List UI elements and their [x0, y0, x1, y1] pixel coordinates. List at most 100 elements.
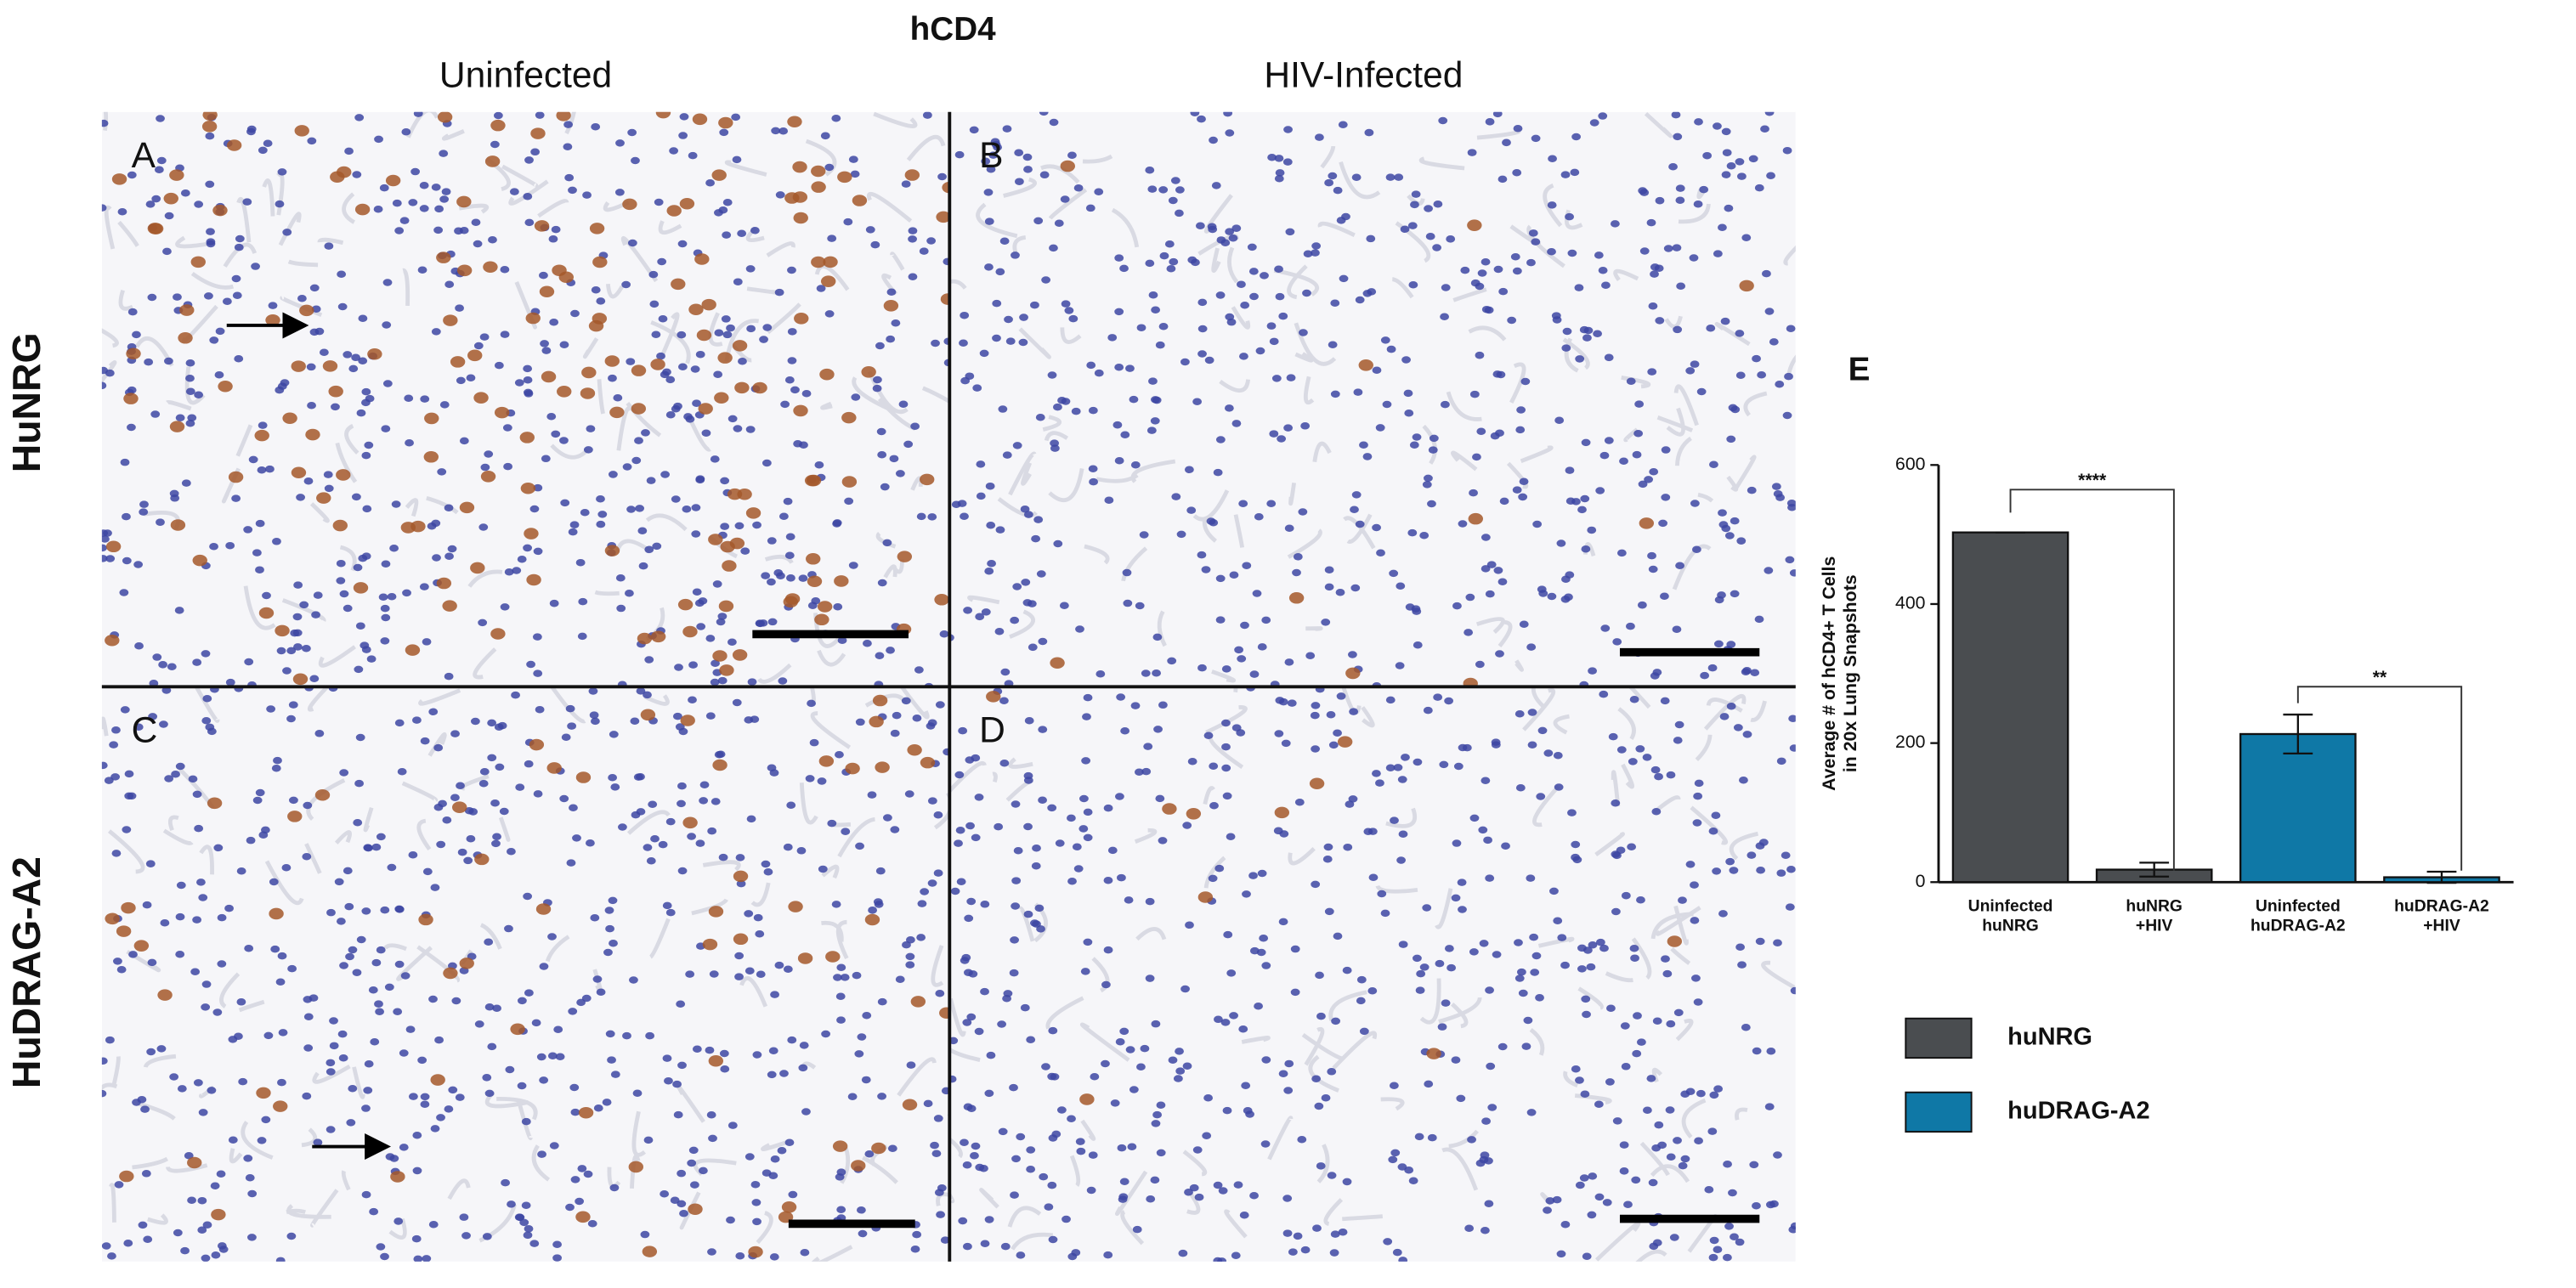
tissue-strand: [236, 196, 252, 243]
nucleus: [1633, 1012, 1642, 1020]
nucleus: [262, 591, 271, 600]
nucleus: [1673, 737, 1683, 744]
nucleus: [1275, 697, 1285, 704]
nucleus: [809, 738, 819, 747]
nucleus: [385, 1153, 395, 1161]
tissue-strand: [837, 816, 875, 858]
nucleus: [1749, 1161, 1759, 1169]
nucleus: [1410, 201, 1419, 209]
nucleus: [539, 271, 548, 280]
nucleus: [857, 1033, 867, 1041]
stained-cell: [708, 906, 724, 918]
nucleus: [364, 844, 373, 852]
nucleus: [940, 1236, 950, 1244]
nucleus: [1125, 364, 1135, 372]
nucleus: [1075, 1138, 1085, 1145]
tissue-strand: [537, 199, 569, 218]
nucleus: [644, 545, 654, 554]
nucleus: [1075, 625, 1084, 633]
nucleus: [1657, 1141, 1667, 1150]
nucleus: [399, 217, 410, 224]
nucleus: [774, 961, 784, 969]
nucleus: [722, 231, 732, 239]
nucleus: [1422, 904, 1432, 912]
nucleus: [1553, 917, 1563, 924]
tissue-strand: [1328, 990, 1367, 1022]
nucleus: [634, 437, 643, 444]
nucleus: [1155, 794, 1165, 803]
nucleus: [1284, 1059, 1294, 1068]
x-tick-label: Uninfected: [1968, 897, 2053, 915]
nucleus: [297, 295, 307, 302]
nucleus: [858, 1229, 868, 1238]
nucleus: [1400, 225, 1410, 234]
tissue-strand: [564, 111, 576, 135]
nucleus: [225, 541, 235, 550]
nucleus: [1061, 398, 1071, 405]
nucleus: [672, 1080, 682, 1088]
nucleus: [1028, 643, 1038, 652]
tissue-strand: [643, 694, 670, 706]
tissue-strand: [194, 686, 220, 723]
nucleus: [778, 677, 788, 685]
nucleus: [289, 796, 298, 805]
nucleus: [761, 572, 771, 579]
nucleus: [1282, 1229, 1293, 1237]
nucleus: [1702, 151, 1713, 160]
nucleus: [436, 1114, 445, 1121]
nucleus: [451, 997, 461, 1005]
nucleus: [512, 567, 522, 574]
nucleus: [381, 613, 391, 622]
nucleus: [1736, 537, 1747, 545]
nucleus: [1680, 1090, 1690, 1098]
nucleus: [198, 1109, 208, 1116]
stained-cell: [588, 319, 604, 332]
nucleus: [127, 423, 136, 432]
tissue-background: [101, 686, 950, 1262]
nucleus: [650, 834, 660, 843]
stained-cell: [811, 256, 826, 268]
nucleus: [301, 644, 311, 652]
nucleus: [470, 717, 480, 726]
nucleus: [870, 240, 880, 249]
nucleus: [678, 132, 688, 139]
tissue-strand: [1361, 706, 1375, 728]
nucleus: [1536, 793, 1546, 800]
nucleus: [1711, 811, 1721, 819]
stained-cell: [650, 359, 665, 370]
nucleus: [1389, 1082, 1399, 1090]
nucleus: [935, 989, 945, 997]
nucleus: [1333, 932, 1343, 941]
nucleus: [1571, 853, 1580, 861]
tissue-strand: [136, 1101, 176, 1121]
nucleus: [1690, 360, 1700, 368]
nucleus: [1088, 1151, 1098, 1159]
nucleus: [1502, 138, 1511, 147]
panel-label: D: [979, 711, 1005, 751]
nucleus: [580, 508, 590, 517]
nucleus: [1646, 1075, 1656, 1082]
nucleus: [169, 1073, 179, 1081]
nucleus: [287, 964, 297, 973]
nucleus: [1366, 234, 1376, 243]
tissue-strand: [648, 918, 671, 959]
nucleus: [1654, 1121, 1664, 1129]
tissue-strand: [679, 1191, 701, 1230]
nucleus: [196, 878, 206, 886]
nucleus: [366, 655, 376, 663]
nucleus: [775, 191, 785, 199]
stained-cell: [1463, 677, 1478, 687]
nucleus: [1343, 843, 1353, 851]
nucleus: [1565, 212, 1574, 221]
nucleus: [1598, 266, 1608, 274]
stained-cell: [712, 650, 728, 662]
nucleus: [101, 204, 107, 212]
nucleus: [1438, 116, 1448, 125]
nucleus: [988, 151, 999, 159]
nucleus: [1685, 861, 1696, 868]
nucleus: [175, 414, 185, 421]
nucleus: [818, 865, 828, 873]
nucleus: [402, 589, 411, 597]
stained-cell: [265, 314, 280, 326]
nucleus: [778, 127, 789, 135]
